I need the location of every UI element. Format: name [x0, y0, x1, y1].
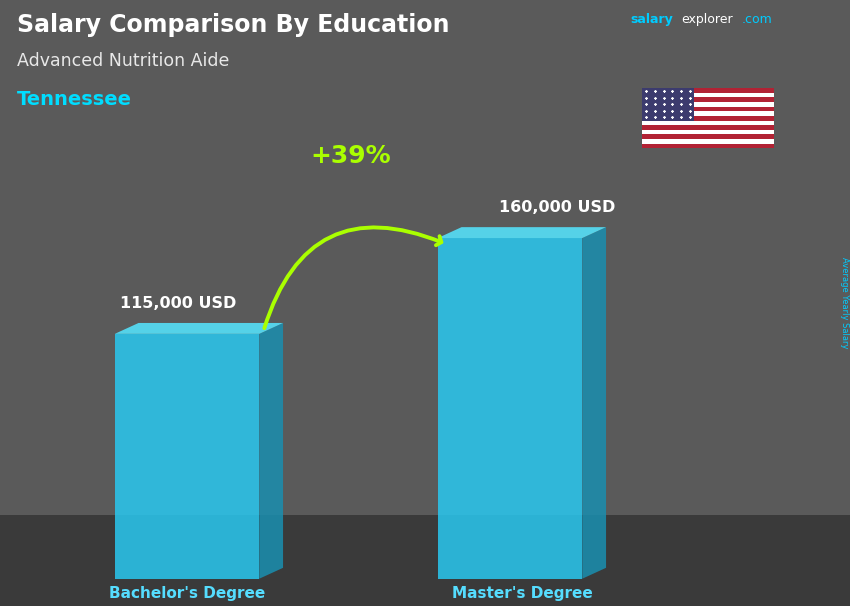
- Bar: [642, 144, 774, 148]
- Text: Average Yearly Salary: Average Yearly Salary: [840, 258, 848, 348]
- Polygon shape: [582, 227, 606, 579]
- Bar: [642, 88, 774, 148]
- Text: 115,000 USD: 115,000 USD: [121, 296, 236, 311]
- Text: .com: .com: [742, 13, 773, 26]
- Text: Bachelor's Degree: Bachelor's Degree: [109, 586, 265, 601]
- Text: 160,000 USD: 160,000 USD: [499, 200, 615, 215]
- Text: Advanced Nutrition Aide: Advanced Nutrition Aide: [17, 52, 230, 70]
- Text: explorer: explorer: [682, 13, 734, 26]
- Bar: [642, 116, 774, 121]
- Text: Master's Degree: Master's Degree: [452, 586, 593, 601]
- Polygon shape: [115, 334, 259, 579]
- Polygon shape: [115, 323, 283, 334]
- Polygon shape: [259, 323, 283, 579]
- Polygon shape: [438, 238, 582, 579]
- Text: +39%: +39%: [310, 144, 391, 168]
- Bar: [642, 88, 774, 93]
- Bar: [642, 135, 774, 139]
- Bar: [642, 125, 774, 130]
- Polygon shape: [438, 227, 606, 238]
- Text: salary: salary: [631, 13, 673, 26]
- Bar: [642, 97, 774, 102]
- Text: Tennessee: Tennessee: [17, 90, 132, 108]
- Bar: [642, 107, 774, 111]
- Text: Salary Comparison By Education: Salary Comparison By Education: [17, 13, 450, 38]
- Bar: [642, 88, 694, 121]
